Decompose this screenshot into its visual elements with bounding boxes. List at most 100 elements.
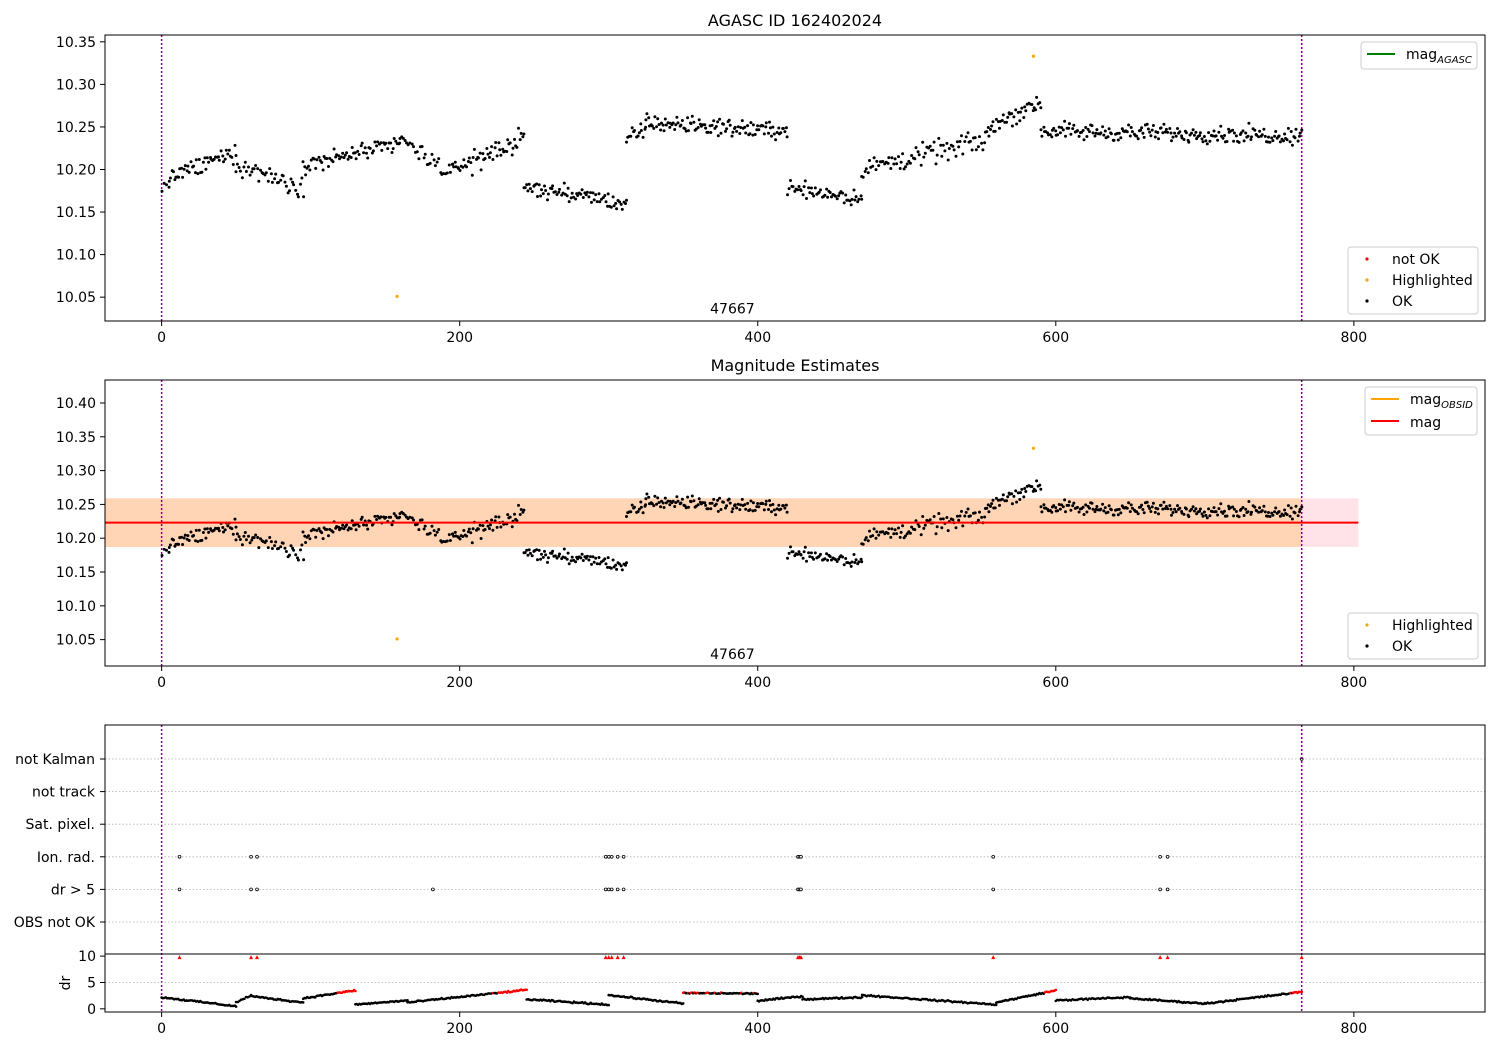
ok-point [541,555,545,559]
ok-point [1146,127,1150,131]
ok-point [304,173,308,177]
ok-point [850,560,854,564]
ok-point [985,130,989,134]
ok-point [304,541,308,544]
ok-point [604,200,608,204]
ok-point [727,118,731,122]
ok-point [897,155,900,159]
ok-point [445,539,449,543]
ok-point [284,550,288,553]
ok-point [362,523,366,527]
ok-point [296,192,299,196]
ok-point [712,497,716,501]
ok-point [1005,120,1008,124]
ok-point [338,157,341,161]
ok-point [227,148,231,152]
ok-point [281,541,285,545]
ok-point [1086,127,1090,131]
ok-point [1015,122,1019,126]
ok-point [796,188,800,192]
ok-point [629,134,633,138]
ok-point [676,121,680,125]
ok-point [1258,129,1262,133]
ok-point [793,189,797,193]
ok-point [898,535,902,539]
legend-ok-marker-2 [1365,644,1369,648]
ok-point [797,550,801,554]
ok-point [857,560,861,564]
ok-point [234,525,238,529]
ok-point [1192,133,1196,137]
ok-point [1257,510,1261,514]
ok-point [957,145,961,149]
ok-point [1022,495,1026,499]
ok-point [200,170,204,174]
ok-point [1088,506,1091,510]
ok-point [817,190,821,194]
ok-point [553,190,557,194]
ok-point [447,163,451,167]
ok-point [719,131,723,135]
ok-point [181,543,185,546]
ok-point [1076,129,1079,133]
ok-point [961,524,965,528]
ok-point [986,503,990,507]
ok-point [283,546,287,550]
ok-point [1274,130,1278,133]
ok-point [1001,113,1005,117]
ok-point [625,515,628,518]
ok-point [673,128,677,131]
ok-point [167,546,171,549]
ok-point [1082,513,1086,516]
ok-point [389,141,393,145]
ok-point [1190,131,1193,135]
ok-point [268,167,272,171]
x-tick-label: 600 [1042,330,1069,346]
ok-point [783,506,787,510]
dr-high-marker [249,955,254,960]
ok-point [366,527,370,531]
ok-point [194,158,198,162]
ok-point [168,176,172,180]
ok-point [471,527,475,531]
ok-point [587,195,591,199]
ok-point [1024,109,1028,113]
ok-point [203,527,207,531]
ok-point [580,188,584,192]
ok-point [719,508,723,511]
ok-point [922,526,926,530]
ok-point [1216,138,1220,142]
ok-point [943,149,947,153]
ok-point [224,148,228,152]
ok-point [611,558,615,562]
ok-point [528,187,532,191]
ok-point [1217,130,1221,134]
ok-point [257,546,261,550]
ok-point [716,509,720,513]
ok-point [1020,487,1024,491]
ok-point [256,167,260,171]
ok-point [739,126,743,129]
dr-high-marker [603,955,608,960]
ok-point [1067,500,1071,504]
ok-point [1148,130,1152,134]
ok-point [391,147,395,151]
ok-point [203,156,207,160]
ok-point [841,555,845,559]
ok-point [226,152,230,156]
ok-point [611,195,615,199]
ok-point [539,557,543,561]
ok-point [433,533,437,537]
ok-point [1054,506,1058,510]
ok-point [860,197,864,201]
ok-point [1077,134,1081,138]
ok-point [1136,137,1140,141]
ok-point [1102,133,1106,137]
ok-point [259,168,262,172]
ok-point [284,184,288,188]
ok-point [182,536,186,540]
ok-point [1263,134,1267,138]
flag-point [1165,854,1170,859]
ok-point [614,201,618,205]
ok-point [819,552,822,556]
